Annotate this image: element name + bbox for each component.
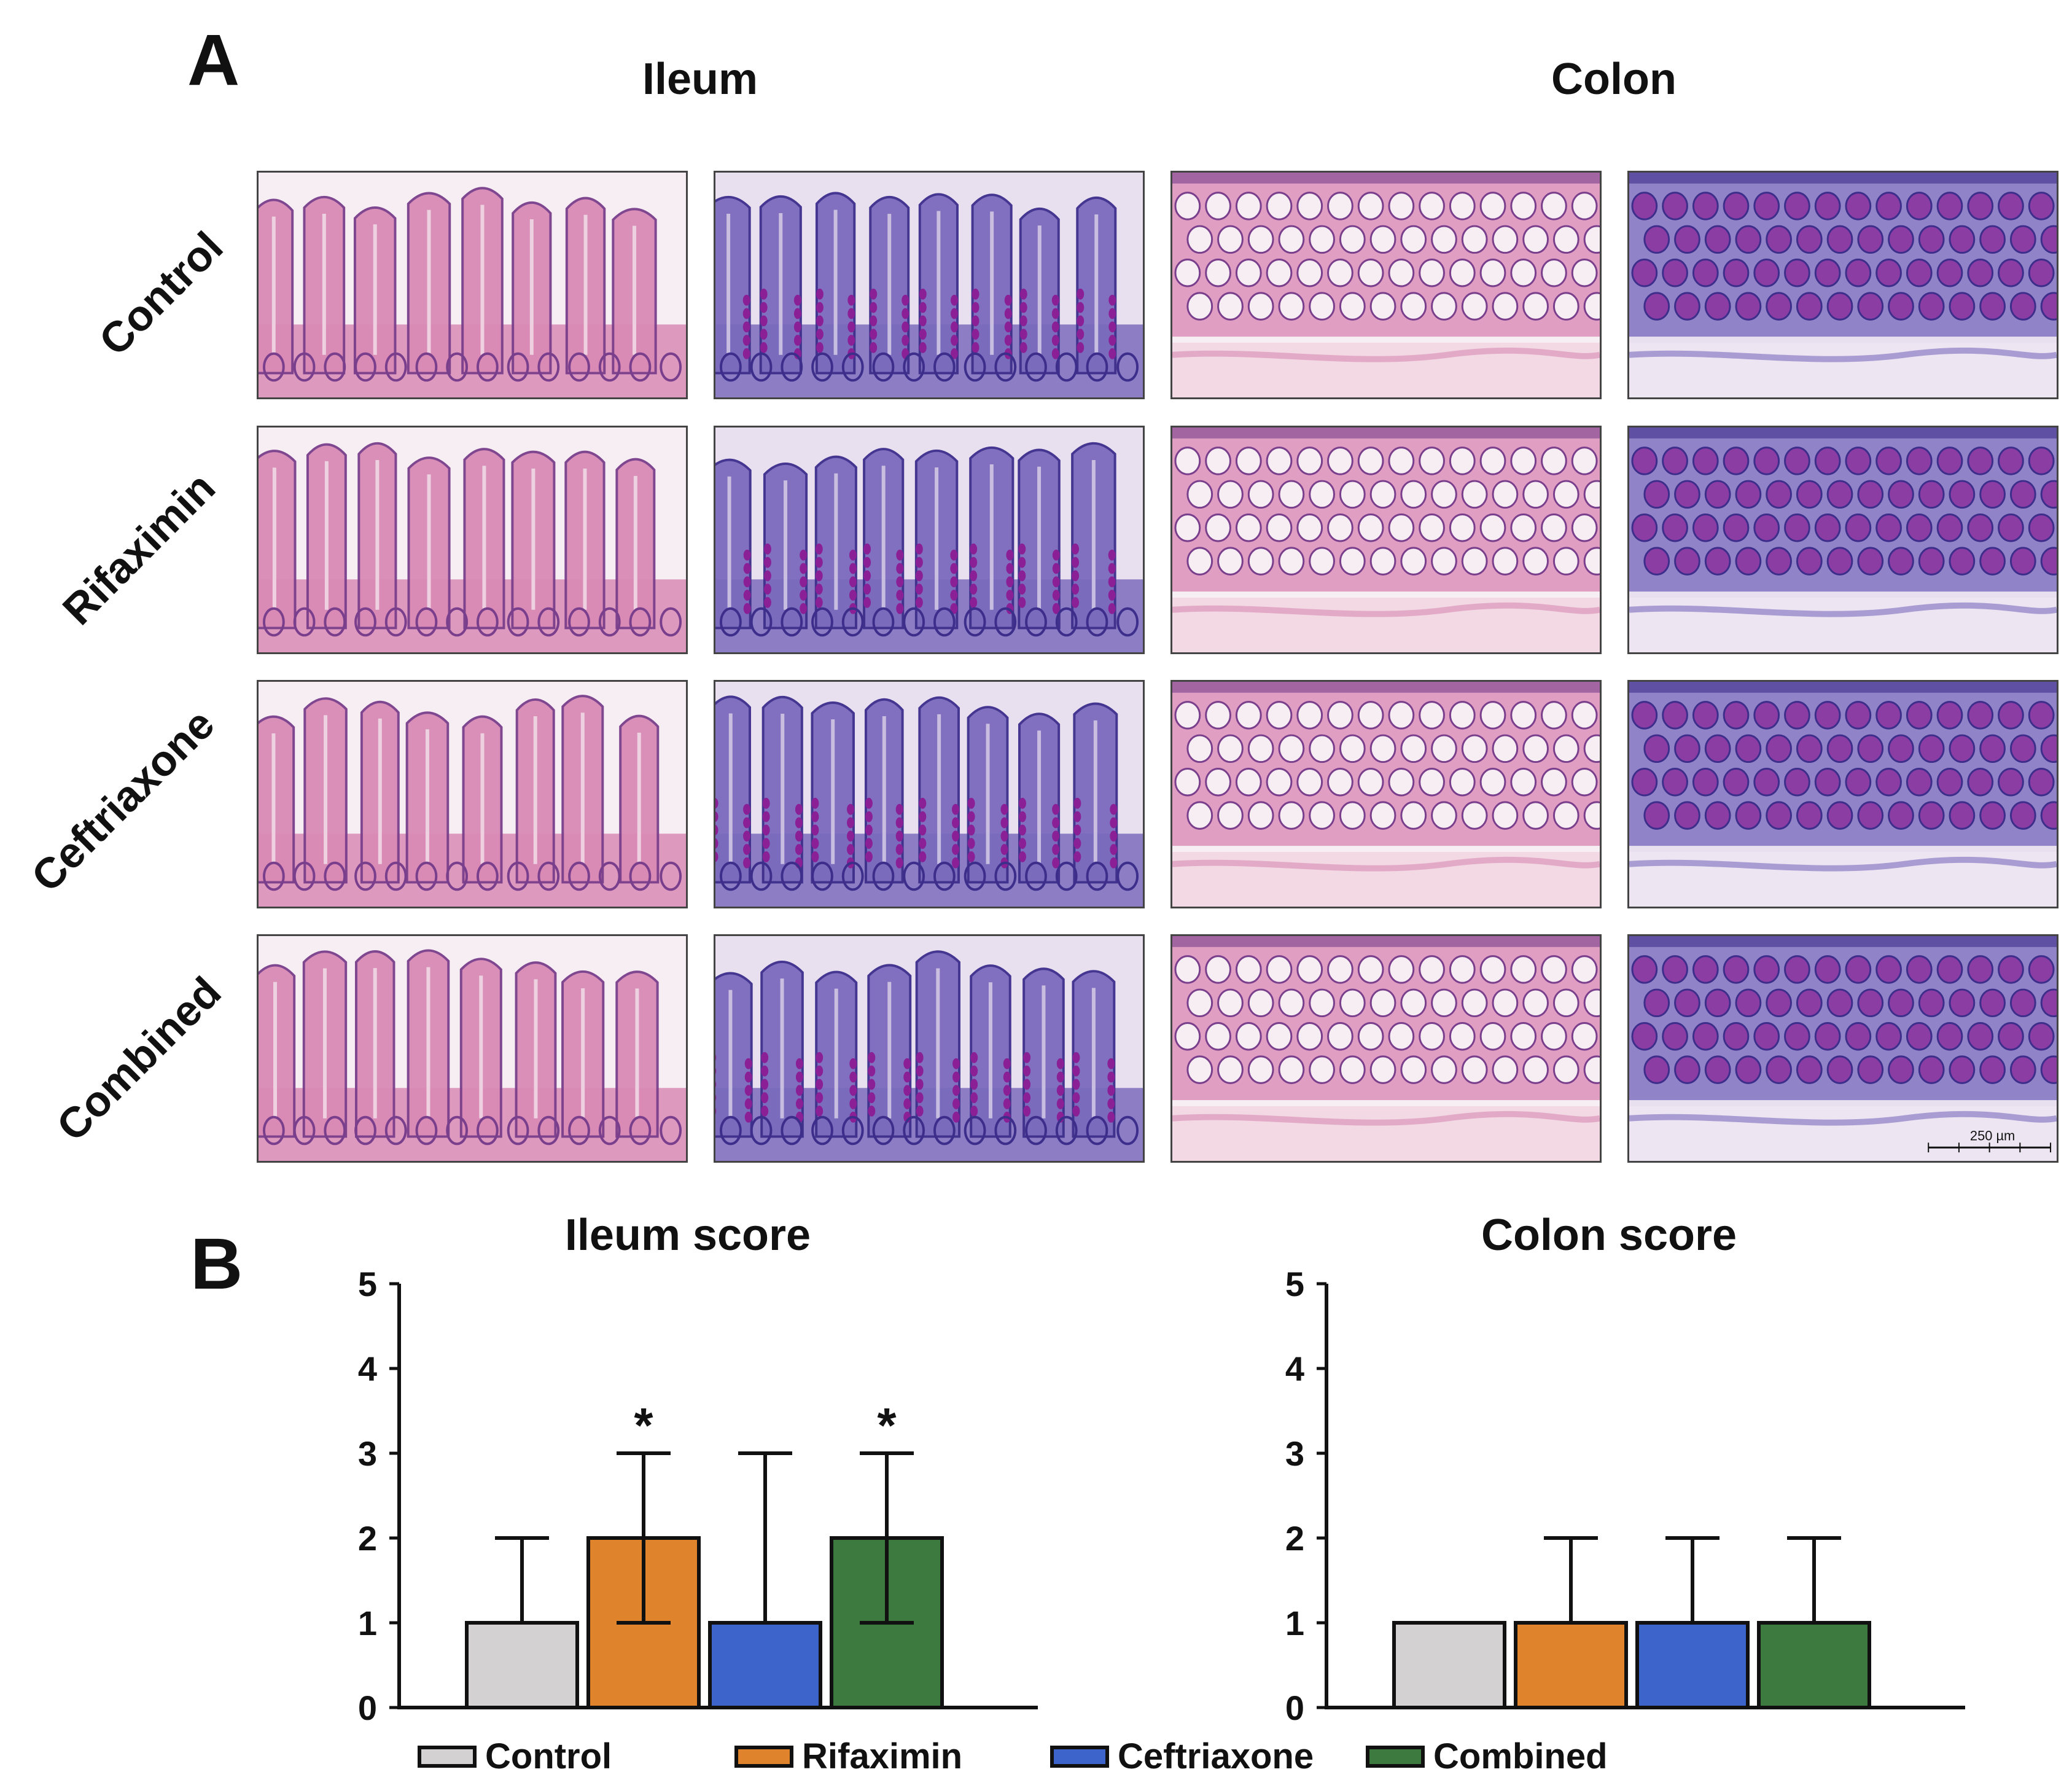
y-tick-label: 4 — [358, 1349, 377, 1388]
row-label-rifaximin: Rifaximin — [53, 463, 224, 634]
panel-a-letter: A — [187, 20, 240, 101]
colon-score-title: Colon score — [1481, 1211, 1737, 1260]
micrograph-colon-he-control — [1170, 171, 1602, 399]
legend-swatch-control — [418, 1745, 477, 1768]
y-tick-label: 3 — [358, 1434, 377, 1473]
ileum-score-chart: 0 1 2 3 4 5 * * — [358, 1265, 1038, 1727]
significance-marker: * — [877, 1398, 897, 1453]
legend-item-control: Control — [418, 1736, 612, 1777]
row-label-control: Control — [90, 222, 232, 365]
micrograph-colon-pas-control — [1627, 171, 2058, 399]
scale-bar: 250 µm — [1928, 1128, 2052, 1153]
micrograph-colon-he-ceftriaxone — [1170, 680, 1602, 908]
micrograph-ileum-he-ceftriaxone — [257, 680, 688, 908]
row-label-combined: Combined — [47, 967, 230, 1150]
micrograph-colon-pas-combined: 250 µm — [1627, 934, 2058, 1163]
micrograph-ileum-he-control — [257, 171, 688, 399]
legend-label-combined: Combined — [1433, 1736, 1608, 1776]
micrograph-colon-he-combined — [1170, 934, 1602, 1163]
bar-ceftriaxone — [1635, 1621, 1750, 1709]
y-tick-label: 3 — [1285, 1434, 1304, 1473]
legend-label-control: Control — [485, 1736, 612, 1776]
micrograph-colon-he-rifaximin — [1170, 426, 1602, 654]
colon-score-chart: 0 1 2 3 4 5 — [1285, 1265, 1965, 1727]
y-tick-label: 1 — [358, 1604, 377, 1642]
legend-swatch-ceftriaxone — [1050, 1745, 1109, 1768]
column-title-colon: Colon — [1551, 55, 1677, 104]
legend-item-rifaximin: Rifaximin — [734, 1736, 962, 1777]
y-tick-label: 0 — [1285, 1688, 1304, 1727]
micrograph-ileum-he-combined — [257, 934, 688, 1163]
y-tick-label: 5 — [358, 1265, 377, 1303]
micrograph-ileum-pas-ceftriaxone — [714, 680, 1145, 908]
column-title-ileum: Ileum — [642, 55, 758, 104]
ileum-score-title: Ileum score — [564, 1211, 811, 1260]
bar-rifaximin — [1514, 1621, 1628, 1709]
legend-item-ceftriaxone: Ceftriaxone — [1050, 1736, 1314, 1777]
legend-label-ceftriaxone: Ceftriaxone — [1118, 1736, 1314, 1776]
significance-marker: * — [634, 1398, 653, 1453]
bar-ceftriaxone — [708, 1621, 822, 1709]
bar-control — [1392, 1621, 1506, 1709]
micrograph-ileum-pas-control — [714, 171, 1145, 399]
y-tick-label: 4 — [1285, 1349, 1304, 1388]
legend-swatch-combined — [1366, 1745, 1425, 1768]
y-tick-label: 0 — [358, 1688, 377, 1727]
bar-combined — [1757, 1621, 1871, 1709]
y-tick-label: 1 — [1285, 1604, 1304, 1642]
micrograph-ileum-pas-rifaximin — [714, 426, 1145, 654]
legend-item-combined: Combined — [1366, 1736, 1608, 1777]
micrograph-ileum-he-rifaximin — [257, 426, 688, 654]
legend-label-rifaximin: Rifaximin — [802, 1736, 963, 1776]
panel-b-letter: B — [190, 1224, 243, 1305]
y-tick-label: 2 — [1285, 1519, 1304, 1558]
bar-control — [465, 1621, 579, 1709]
micrograph-colon-pas-ceftriaxone — [1627, 680, 2058, 908]
row-label-ceftriaxone: Ceftriaxone — [22, 700, 224, 901]
micrograph-colon-pas-rifaximin — [1627, 426, 2058, 654]
micrograph-ileum-pas-combined — [714, 934, 1145, 1163]
legend-swatch-rifaximin — [734, 1745, 793, 1768]
scale-bar-label: 250 µm — [1970, 1128, 2015, 1143]
y-tick-label: 5 — [1285, 1265, 1304, 1303]
y-tick-label: 2 — [358, 1519, 377, 1558]
